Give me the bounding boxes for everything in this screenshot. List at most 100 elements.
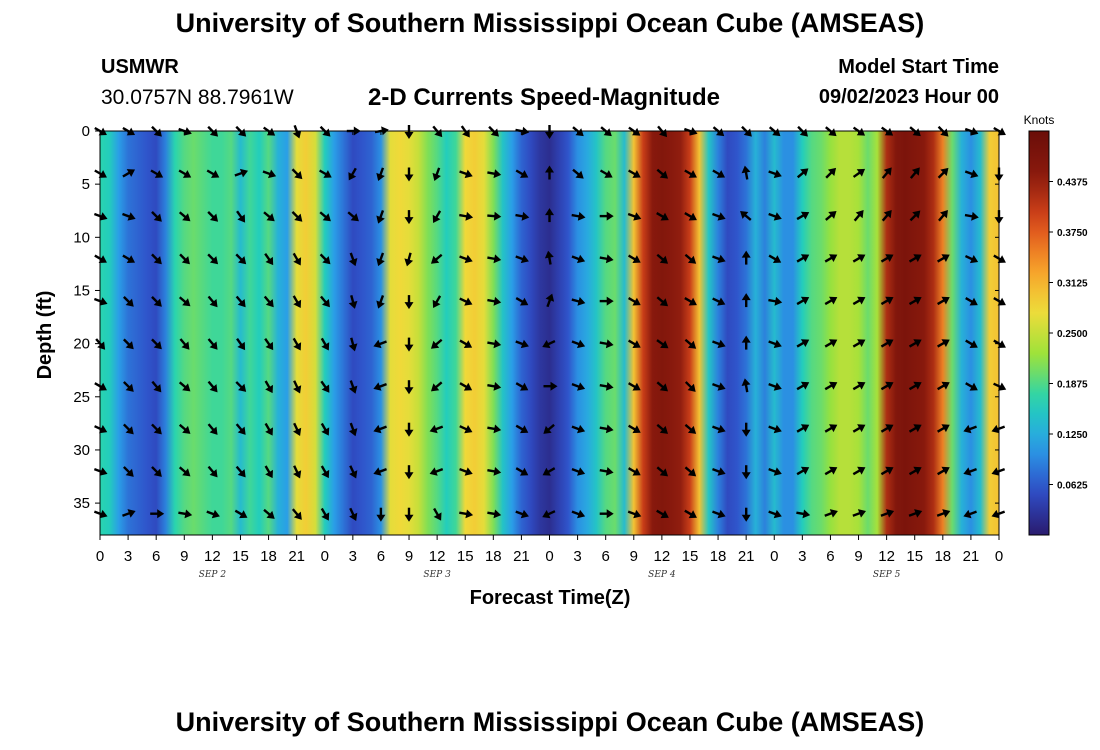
- current-arrow: [123, 466, 134, 477]
- current-arrow: [374, 126, 389, 136]
- current-arrow: [320, 380, 330, 393]
- date-label: SEP 4: [648, 570, 676, 580]
- current-arrow: [712, 254, 726, 264]
- current-arrow: [684, 423, 697, 434]
- figure-title: University of Southern Mississippi Ocean…: [175, 8, 925, 38]
- current-arrow: [515, 509, 529, 519]
- y-axis-title: Depth (ft): [34, 291, 56, 380]
- x-tick-label: 21: [963, 548, 980, 565]
- current-arrow: [572, 168, 584, 179]
- current-arrow: [459, 467, 473, 476]
- current-arrow: [234, 509, 248, 519]
- current-arrow: [965, 339, 978, 348]
- current-arrow: [236, 210, 246, 223]
- current-arrow: [908, 254, 922, 263]
- x-tick-label: 0: [770, 548, 778, 565]
- current-arrow: [404, 507, 414, 522]
- current-arrow: [320, 337, 330, 351]
- model-start-label: Model Start Time: [838, 56, 999, 78]
- current-arrow: [656, 381, 669, 392]
- current-arrow: [235, 253, 247, 265]
- current-arrow: [684, 466, 697, 477]
- current-arrow: [937, 424, 950, 433]
- colorbar-label: 0.4375: [1057, 178, 1088, 189]
- current-arrow: [264, 337, 274, 351]
- current-arrow: [937, 254, 950, 263]
- current-arrow: [487, 254, 502, 264]
- current-arrow: [207, 338, 218, 350]
- current-arrow: [178, 211, 191, 222]
- current-arrow: [376, 167, 385, 182]
- current-arrow: [94, 425, 108, 434]
- x-tick-label: 3: [124, 548, 132, 565]
- footer-title: University of Southern Mississippi Ocean…: [175, 707, 925, 737]
- current-arrow: [348, 337, 358, 352]
- x-tick-label: 3: [798, 548, 806, 565]
- current-arrow: [178, 296, 191, 307]
- current-arrow: [656, 212, 669, 221]
- current-arrow: [991, 424, 1006, 434]
- current-arrow: [94, 382, 107, 391]
- current-arrow: [122, 509, 136, 518]
- current-arrow: [824, 466, 838, 476]
- current-arrow: [712, 212, 726, 221]
- current-arrow: [373, 424, 387, 434]
- current-arrow: [348, 167, 357, 181]
- current-arrow: [768, 467, 782, 476]
- current-arrow: [207, 423, 218, 435]
- current-arrow: [656, 339, 669, 349]
- current-arrow: [712, 339, 726, 349]
- station-name: USMWR: [101, 56, 179, 78]
- current-arrow: [122, 254, 136, 263]
- current-arrow: [515, 297, 529, 306]
- current-arrow: [768, 254, 782, 263]
- current-arrow: [880, 381, 894, 391]
- current-arrow: [599, 509, 614, 519]
- current-arrow: [291, 508, 302, 520]
- current-arrow: [684, 253, 697, 264]
- current-arrow: [599, 169, 613, 178]
- current-arrow: [656, 168, 669, 179]
- current-arrow: [908, 466, 922, 476]
- current-arrow: [824, 339, 838, 348]
- x-tick-label: 12: [878, 548, 895, 565]
- x-tick-label: 15: [682, 548, 699, 565]
- x-tick-label: 6: [377, 548, 385, 565]
- current-arrow: [908, 296, 922, 306]
- current-arrow: [993, 254, 1006, 263]
- current-arrow: [151, 211, 162, 222]
- current-arrow: [430, 253, 443, 264]
- current-arrow: [741, 378, 751, 393]
- current-arrow: [656, 466, 669, 477]
- colorbar: Knots 0.4375 0.3750 0.3125 0.2500 0.1875 0.125…: [1024, 113, 1088, 536]
- current-arrow: [151, 380, 162, 393]
- current-arrow: [571, 424, 586, 434]
- current-arrow: [741, 507, 751, 522]
- current-arrow: [459, 382, 473, 391]
- x-tick-label: 9: [180, 548, 188, 565]
- current-arrow: [376, 295, 385, 309]
- current-arrow: [487, 296, 502, 306]
- current-arrow: [628, 424, 641, 434]
- current-arrow: [880, 296, 894, 306]
- current-arrow: [207, 211, 219, 222]
- x-tick-label: 9: [405, 548, 413, 565]
- current-arrow: [515, 467, 529, 476]
- current-arrow: [150, 169, 164, 178]
- current-arrow: [150, 509, 165, 519]
- current-arrow: [487, 381, 502, 391]
- current-arrow: [376, 507, 386, 522]
- current-arrow: [430, 338, 443, 349]
- current-arrow: [319, 211, 331, 222]
- current-arrow: [433, 507, 442, 521]
- current-arrow: [515, 126, 530, 136]
- current-arrow: [796, 339, 810, 348]
- y-tick-label: 20: [73, 336, 90, 353]
- current-arrow: [684, 509, 697, 519]
- current-arrow: [880, 254, 894, 263]
- current-arrow: [796, 509, 811, 519]
- y-tick-label: 0: [82, 123, 90, 140]
- y-tick-label: 10: [73, 229, 90, 246]
- current-arrow: [151, 296, 162, 307]
- current-arrow: [373, 467, 387, 476]
